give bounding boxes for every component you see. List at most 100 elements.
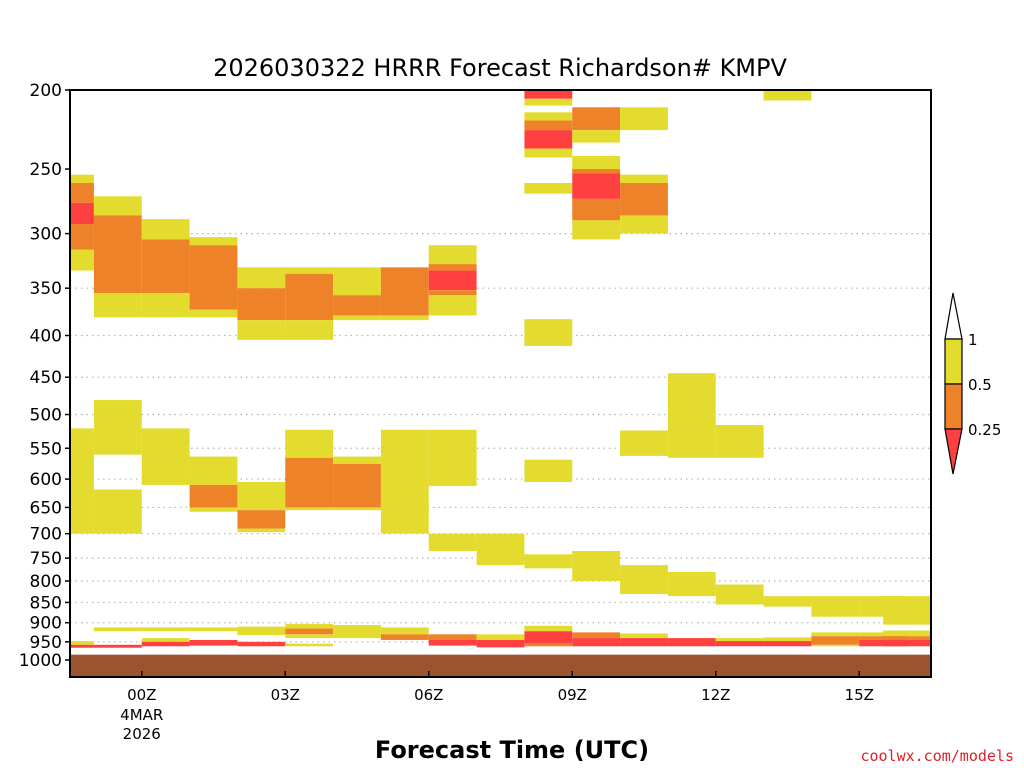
- ri-cell: [380, 634, 429, 640]
- ri-cell: [93, 196, 142, 216]
- ri-cell: [476, 533, 525, 566]
- ri-cell: [93, 293, 142, 318]
- ri-cell: [333, 464, 381, 508]
- ri-cell: [285, 267, 334, 274]
- ri-cell: [189, 507, 238, 512]
- ri-cell: [141, 293, 190, 318]
- ri-cell: [93, 627, 142, 632]
- x-tick-label: 15Z: [845, 686, 874, 704]
- ri-cell: [715, 584, 764, 605]
- y-tick-label: 650: [30, 498, 62, 518]
- ri-cell: [620, 215, 668, 234]
- ri-cell: [380, 267, 429, 316]
- ri-cell: [333, 456, 381, 465]
- ri-cell: [237, 288, 286, 321]
- ri-cell: [428, 270, 477, 291]
- legend-arrow-bottom: [944, 428, 963, 475]
- ri-cell: [763, 641, 812, 647]
- ri-cell: [811, 644, 860, 647]
- ri-cell: [141, 428, 190, 485]
- ri-cell: [572, 638, 621, 647]
- ri-cell: [811, 636, 860, 645]
- ri-cell: [285, 628, 334, 635]
- ri-cell: [811, 596, 860, 617]
- legend-swatch-yellow: [944, 338, 963, 385]
- ri-cell: [285, 320, 334, 340]
- ri-cell: [237, 510, 286, 529]
- ri-cell: [763, 637, 812, 642]
- ri-cell: [141, 219, 190, 240]
- ri-cell: [811, 632, 860, 637]
- ri-cell: [667, 373, 716, 458]
- ri-cell: [380, 429, 429, 534]
- ri-cell: [524, 459, 573, 483]
- x-tick-label: 12Z: [701, 686, 730, 704]
- plot-frame: [69, 89, 932, 678]
- y-tick-label: 1000: [19, 651, 62, 671]
- ri-cell: [141, 641, 190, 647]
- ri-cell: [70, 428, 94, 483]
- ri-cell: [380, 315, 429, 321]
- ri-cell: [476, 639, 525, 648]
- ri-cell: [237, 320, 286, 340]
- ri-cell: [572, 550, 621, 581]
- ri-cell: [620, 565, 668, 595]
- ri-cell: [70, 202, 94, 225]
- y-tick-label: 850: [30, 593, 62, 613]
- ri-cell: [285, 623, 334, 629]
- ri-cell: [237, 528, 286, 533]
- y-tick-label: 450: [30, 368, 62, 388]
- credit-text: coolwx.com/models: [860, 747, 1014, 765]
- ri-cell: [524, 120, 573, 131]
- ri-cell: [524, 98, 573, 106]
- x-tick-label: 00Z: [127, 686, 156, 704]
- y-tick-label: 950: [30, 633, 62, 653]
- y-tick-label: 550: [30, 439, 62, 459]
- ri-cell: [237, 267, 286, 289]
- ri-cell: [620, 174, 668, 183]
- ri-cell: [285, 273, 334, 321]
- ri-cell: [572, 169, 621, 174]
- ri-cell: [859, 632, 908, 637]
- plot-background: [70, 90, 931, 677]
- ri-cell: [237, 626, 286, 636]
- ri-cell: [476, 634, 525, 640]
- ri-cell: [428, 639, 477, 646]
- y-tick-label: 200: [30, 81, 62, 101]
- ri-cell: [572, 130, 621, 143]
- ri-cell: [285, 507, 334, 511]
- ri-cell: [70, 482, 94, 534]
- x-tick-label: 09Z: [558, 686, 587, 704]
- ri-cell: [285, 634, 334, 639]
- ri-cell: [189, 484, 238, 508]
- ri-cell: [189, 627, 238, 632]
- colorbar-legend: 1 0.5 0.25: [944, 292, 1001, 475]
- ri-cell: [715, 424, 764, 458]
- ri-cell: [70, 182, 94, 203]
- y-tick-label: 500: [30, 406, 62, 426]
- ri-cell: [524, 643, 573, 647]
- y-tick-label: 800: [30, 572, 62, 592]
- ri-cell: [189, 639, 238, 646]
- ri-cell: [333, 295, 381, 316]
- ri-cell: [428, 429, 477, 487]
- ri-cell: [141, 239, 190, 294]
- ri-cell: [524, 112, 573, 121]
- ri-cell: [620, 182, 668, 216]
- ri-cell: [620, 430, 668, 456]
- ri-cell: [859, 636, 908, 640]
- ri-cell: [333, 267, 381, 296]
- y-tick-label: 300: [30, 225, 62, 245]
- ri-cell: [763, 90, 812, 101]
- ri-cell: [524, 625, 573, 632]
- ri-cells: [70, 90, 931, 648]
- ri-cell: [524, 631, 573, 644]
- ri-cell: [524, 182, 573, 194]
- ri-cell: [428, 264, 477, 271]
- ri-cell: [237, 482, 286, 511]
- y-tick-label: 250: [30, 160, 62, 180]
- ri-cell: [524, 90, 573, 99]
- ri-cell: [667, 572, 716, 597]
- ri-cell: [70, 644, 94, 648]
